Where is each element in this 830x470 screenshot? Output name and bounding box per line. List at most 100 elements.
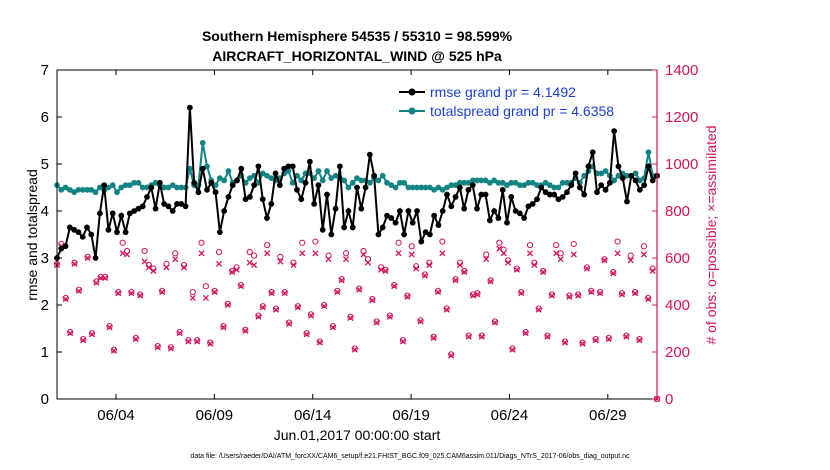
obs-possible-point xyxy=(575,291,582,298)
totalspread-point xyxy=(546,182,553,189)
totalspread-point xyxy=(375,177,382,184)
obs-assimilated-point xyxy=(299,250,306,257)
rmse-point xyxy=(538,184,545,191)
rmse-point xyxy=(251,182,258,189)
obs-possible-point xyxy=(640,243,647,250)
totalspread-point xyxy=(491,177,498,184)
rmse-point xyxy=(491,208,498,214)
rmse-point xyxy=(229,182,236,189)
obs-assimilated-point xyxy=(487,278,494,285)
obs-assimilated-point xyxy=(614,250,621,257)
rmse-point xyxy=(469,182,476,189)
totalspread-point xyxy=(92,189,99,196)
obs-assimilated-point xyxy=(119,250,126,257)
obs-possible-point xyxy=(601,256,608,263)
obs-assimilated-point xyxy=(544,333,551,340)
rmse-point xyxy=(542,189,549,196)
obs-possible-point xyxy=(198,239,205,246)
rmse-point xyxy=(101,182,108,189)
obs-assimilated-stroke xyxy=(176,330,183,337)
totalspread-point xyxy=(542,179,549,186)
obs-assimilated-stroke xyxy=(605,336,612,343)
totalspread-point xyxy=(169,182,176,189)
obs-assimilated-stroke xyxy=(202,294,209,302)
obs-assimilated-point xyxy=(242,327,249,334)
obs-possible-point xyxy=(596,288,604,296)
footer-data-file: data file: /Users/raeder/DAI/ATM_forcXX/… xyxy=(190,453,630,460)
obs-assimilated-point xyxy=(93,279,100,286)
obs-assimilated-stroke xyxy=(84,254,91,262)
obs-possible-point xyxy=(259,303,266,310)
obs-possible-point xyxy=(645,294,652,302)
obs-possible-point xyxy=(338,276,345,283)
obs-possible-point xyxy=(80,335,87,343)
rmse-point xyxy=(71,226,78,233)
obs-assimilated-stroke xyxy=(224,301,231,309)
totalspread-point xyxy=(285,168,292,174)
obs-possible-point xyxy=(220,323,227,330)
rmse-point xyxy=(345,208,352,214)
obs-assimilated-stroke xyxy=(102,274,109,282)
rmse-point xyxy=(636,186,643,193)
obs-possible-point xyxy=(303,330,310,337)
y-axis-right: 0 200 400 600 800 1000 1200 1400 xyxy=(652,62,698,408)
obs-assimilated-point xyxy=(526,250,534,257)
obs-assimilated-point xyxy=(307,312,315,319)
obs-assimilated-point xyxy=(413,265,420,272)
obs-assimilated-stroke xyxy=(386,313,393,320)
x-axis: 06/04 06/09 06/14 06/19 06/24 06/29 xyxy=(97,70,627,424)
y-left-tick-label: 5 xyxy=(41,156,49,173)
totalspread-point xyxy=(109,182,116,189)
rmse-point xyxy=(426,231,433,238)
totalspread-point xyxy=(126,182,133,189)
obs-possible-point xyxy=(307,311,315,318)
obs-assimilated-stroke xyxy=(198,250,205,257)
rmse-point xyxy=(221,208,228,214)
obs-assimilated-stroke xyxy=(509,346,516,353)
obs-assimilated-point xyxy=(430,334,437,341)
obs-assimilated-point xyxy=(75,287,82,294)
obs-assimilated-point xyxy=(220,324,227,331)
obs-assimilated-point xyxy=(80,337,87,344)
legend-rmse-marker xyxy=(408,88,416,96)
obs-assimilated-point xyxy=(286,320,293,327)
obs-assimilated-point xyxy=(618,291,626,298)
obs-possible-point xyxy=(316,338,323,345)
obs-assimilated-point xyxy=(312,250,319,257)
obs-possible-point xyxy=(491,318,499,325)
totalspread-point xyxy=(439,186,446,193)
obs-assimilated-point xyxy=(180,264,188,271)
rmse-point xyxy=(392,219,399,226)
obs-assimilated-point xyxy=(627,257,634,264)
obs-possible-point xyxy=(167,344,174,351)
obs-assimilated-point xyxy=(137,292,144,299)
obs-assimilated-point xyxy=(342,256,350,263)
obs-assimilated-stroke xyxy=(215,260,223,267)
totalspread-point xyxy=(615,172,622,179)
rmse-point xyxy=(546,191,553,198)
totalspread-point xyxy=(186,165,193,172)
obs-assimilated-stroke xyxy=(522,330,529,337)
obs-assimilated-stroke xyxy=(439,250,446,257)
obs-assimilated-stroke xyxy=(185,338,192,345)
obs-possible-point xyxy=(465,332,472,339)
obs-assimilated-stroke xyxy=(360,251,367,258)
legend-box xyxy=(395,81,648,119)
obs-possible-point xyxy=(522,328,529,336)
obs-assimilated-stroke xyxy=(194,338,201,345)
obs-assimilated-point xyxy=(229,269,236,276)
rmse-point xyxy=(409,219,416,226)
obs-assimilated-stroke xyxy=(632,290,639,297)
obs-assimilated-point xyxy=(540,269,547,276)
rmse-point xyxy=(576,184,583,191)
obs-assimilated-stroke xyxy=(172,256,179,263)
obs-possible-point xyxy=(553,241,560,249)
obs-assimilated-point xyxy=(167,345,174,352)
obs-possible-point xyxy=(544,332,551,339)
obs-assimilated-point xyxy=(132,336,139,343)
obs-assimilated-stroke xyxy=(207,340,214,347)
obs-assimilated-point xyxy=(378,266,385,273)
y-right-tick-label: 600 xyxy=(665,250,690,267)
rmse-point xyxy=(328,231,335,238)
rmse-point xyxy=(148,184,155,191)
